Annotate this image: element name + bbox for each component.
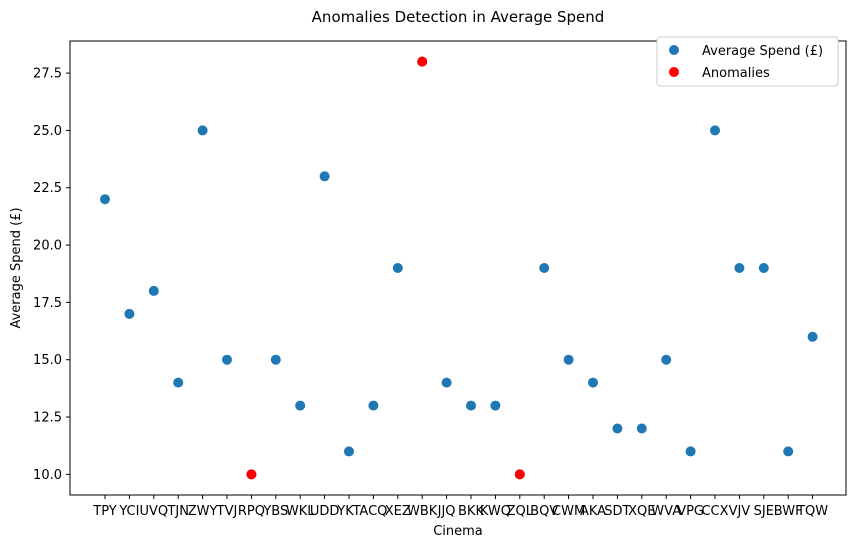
x-tick-label: TVJ [216,504,238,519]
data-point [563,354,574,365]
legend-marker-anomalies [669,67,679,77]
x-tick-label: CCX [701,504,728,519]
legend-marker-average-spend [669,45,679,55]
data-point [636,423,647,434]
x-tick-label: YKT [336,504,360,519]
x-tick-label: AKA [580,504,606,519]
x-tick-label: UVQ [139,504,168,519]
x-tick-label: ZWY [188,504,218,519]
legend-label-anomalies: Anomalies [702,66,770,81]
y-tick-label: 17.5 [33,296,62,311]
data-point [173,377,184,388]
y-tick-label: 10.0 [33,468,62,483]
x-tick-label: VPG [677,504,704,519]
x-tick-label: SJE [754,504,774,519]
data-point [319,171,330,182]
y-tick-label: 20.0 [33,239,62,254]
data-point [295,400,306,411]
anomaly-point [417,56,428,67]
x-tick-label: UDD [310,504,340,519]
data-point [758,263,769,273]
y-tick-label: 15.0 [33,353,62,368]
x-tick-label: SDT [604,504,630,519]
legend-box [656,36,839,87]
x-tick-label: ACQ [359,504,387,519]
x-tick-label: YBS [262,504,288,519]
data-point [807,331,818,342]
x-tick-label: WBK [407,504,438,519]
data-point [124,308,135,319]
data-point [368,400,379,411]
y-axis-label: Average Spend (£) [9,207,24,328]
x-tick-label: KWQ [480,504,511,519]
x-tick-label: WKL [286,504,315,519]
data-point [466,400,476,411]
x-tick-label: BQV [530,504,558,519]
data-point [344,446,354,457]
x-tick-label: YCI [118,504,139,519]
data-point [588,377,598,388]
y-tick-label: 25.0 [33,124,62,139]
x-tick-label: TPY [92,504,116,519]
anomaly-point [246,469,257,480]
x-tick-label: WVA [651,504,681,519]
series-average-spend [100,56,818,480]
legend: Average Spend (£) Anomalies [656,36,839,87]
x-tick-label: CWM [552,504,585,519]
y-axis: 10.0 12.5 15.0 17.5 20.0 22.5 25.0 27.5 [33,67,70,483]
data-point [222,354,232,365]
data-point [734,263,745,273]
x-tick-label: RPQ [238,504,265,519]
data-point [710,125,720,136]
x-tick-label: ZQL [507,504,534,519]
data-point [661,354,672,365]
data-point [612,423,623,434]
legend-label-average-spend: Average Spend (£) [702,44,823,59]
x-tick-label: BWF [774,504,803,519]
data-point [685,446,696,457]
x-tick-label: XQE [628,504,655,519]
data-point [539,263,550,273]
x-tick-label: JJQ [437,504,456,519]
plot-frame [69,40,847,496]
x-tick-label: BKK [458,504,484,519]
data-point [197,125,208,136]
x-tick-label: TQW [796,504,828,519]
anomaly-point [514,469,525,480]
plot-area [70,41,846,495]
y-tick-label: 12.5 [33,411,62,426]
y-tick-label: 22.5 [33,181,62,196]
x-tick-label: XEZ [385,504,411,519]
data-point [783,446,794,457]
x-axis-label: Cinema [433,524,483,539]
data-point [100,194,110,205]
x-tick-label: VJV [729,504,751,519]
data-point [270,354,281,365]
data-point [392,263,403,273]
data-point [490,400,501,411]
chart-title: Anomalies Detection in Average Spend [312,8,605,26]
data-point [441,377,452,388]
data-point [148,285,159,296]
y-tick-label: 27.5 [33,67,62,82]
series-anomalies [246,56,525,480]
x-tick-label: TJN [166,504,189,519]
